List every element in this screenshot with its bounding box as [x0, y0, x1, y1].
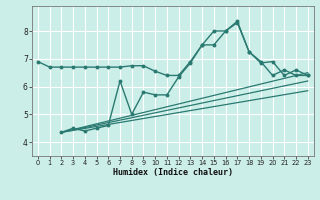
X-axis label: Humidex (Indice chaleur): Humidex (Indice chaleur) — [113, 168, 233, 177]
